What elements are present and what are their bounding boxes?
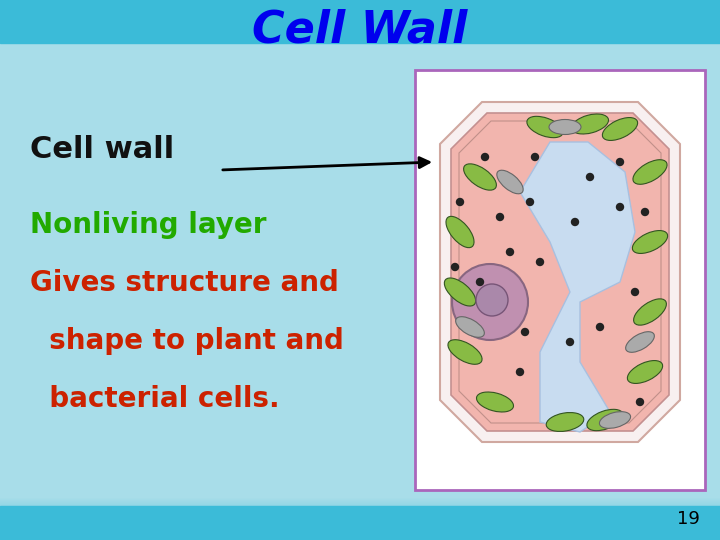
Ellipse shape: [587, 409, 623, 431]
Polygon shape: [451, 113, 669, 431]
Ellipse shape: [448, 340, 482, 365]
Circle shape: [631, 288, 639, 295]
Circle shape: [506, 248, 513, 255]
Polygon shape: [440, 102, 680, 442]
Circle shape: [567, 339, 574, 346]
Circle shape: [452, 264, 528, 340]
Ellipse shape: [497, 170, 523, 194]
Ellipse shape: [633, 160, 667, 184]
Ellipse shape: [477, 392, 513, 412]
Circle shape: [497, 213, 503, 220]
Text: 19: 19: [677, 510, 700, 528]
Ellipse shape: [632, 231, 667, 253]
Circle shape: [531, 153, 539, 160]
Circle shape: [476, 284, 508, 316]
Text: Gives structure and: Gives structure and: [30, 269, 339, 297]
Circle shape: [587, 173, 593, 180]
Text: Nonliving layer: Nonliving layer: [30, 211, 266, 239]
Ellipse shape: [634, 299, 667, 325]
Circle shape: [616, 159, 624, 165]
Circle shape: [596, 323, 603, 330]
Circle shape: [636, 399, 644, 406]
Ellipse shape: [444, 278, 476, 306]
Text: Cell Wall: Cell Wall: [252, 9, 468, 51]
Ellipse shape: [549, 119, 581, 134]
Polygon shape: [520, 142, 635, 432]
Circle shape: [572, 219, 578, 226]
Ellipse shape: [600, 411, 631, 428]
Ellipse shape: [572, 114, 608, 134]
Ellipse shape: [626, 332, 654, 352]
Bar: [415, 70, 705, 490]
Ellipse shape: [546, 413, 584, 431]
Circle shape: [482, 153, 488, 160]
Circle shape: [526, 199, 534, 206]
Circle shape: [516, 368, 523, 375]
Circle shape: [451, 264, 459, 271]
Polygon shape: [459, 121, 661, 423]
Circle shape: [642, 208, 649, 215]
Ellipse shape: [603, 118, 638, 140]
Text: shape to plant and: shape to plant and: [30, 327, 344, 355]
Ellipse shape: [627, 361, 662, 383]
Text: Cell wall: Cell wall: [30, 136, 174, 165]
Bar: [0, 0, 720, 43]
Circle shape: [477, 279, 484, 286]
Ellipse shape: [456, 316, 485, 338]
Bar: [0, 506, 720, 540]
Circle shape: [616, 204, 624, 211]
Ellipse shape: [464, 164, 496, 190]
Text: bacterial cells.: bacterial cells.: [30, 385, 279, 413]
Circle shape: [456, 199, 464, 206]
Circle shape: [521, 328, 528, 335]
Circle shape: [536, 259, 544, 266]
Ellipse shape: [446, 217, 474, 248]
Ellipse shape: [527, 116, 563, 138]
